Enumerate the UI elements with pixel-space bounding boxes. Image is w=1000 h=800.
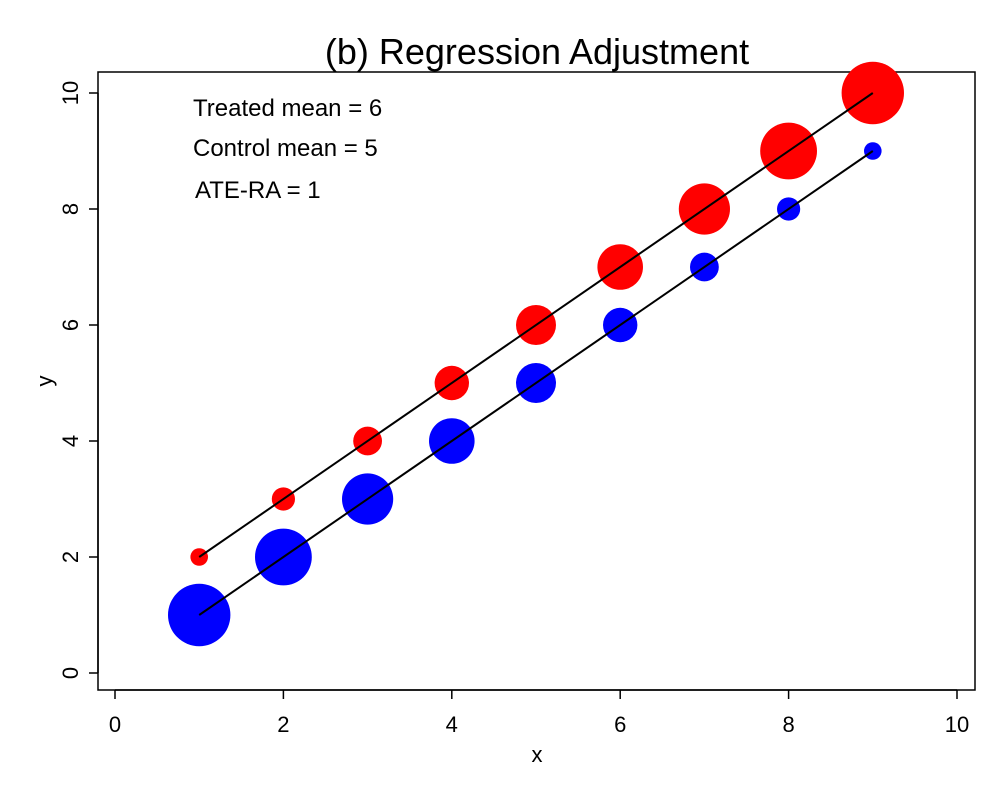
y-tick-label-4: 8 — [58, 203, 83, 215]
y-tick-label-0: 0 — [58, 667, 83, 679]
y-axis-title: y — [32, 376, 57, 387]
annotation-treated-mean: Treated mean = 6 — [193, 95, 382, 122]
x-tick-label-3: 6 — [614, 712, 626, 737]
chart-annotations: Treated mean = 6 Control mean = 5 ATE-RA… — [193, 95, 382, 204]
y-tick-label-5: 10 — [58, 81, 83, 105]
x-tick-label-5: 10 — [945, 712, 969, 737]
chart-marks — [168, 61, 904, 647]
series-0-fit-line — [198, 92, 874, 558]
chart-title: (b) Regression Adjustment — [325, 31, 749, 72]
x-tick-label-2: 4 — [446, 712, 458, 737]
annotation-ate-ra: ATE-RA = 1 — [195, 177, 321, 204]
y-tick-label-2: 4 — [58, 435, 83, 447]
series-1-fit-line — [198, 150, 874, 616]
y-tick-label-3: 6 — [58, 319, 83, 331]
y-tick-label-1: 2 — [58, 551, 83, 563]
x-axis-title: x — [532, 742, 543, 767]
annotation-control-mean: Control mean = 5 — [193, 135, 378, 162]
x-tick-label-4: 8 — [782, 712, 794, 737]
chart-axes: 0 2 4 6 8 10 0 2 4 6 8 10 — [58, 81, 969, 737]
x-tick-label-0: 0 — [109, 712, 121, 737]
x-tick-label-1: 2 — [277, 712, 289, 737]
